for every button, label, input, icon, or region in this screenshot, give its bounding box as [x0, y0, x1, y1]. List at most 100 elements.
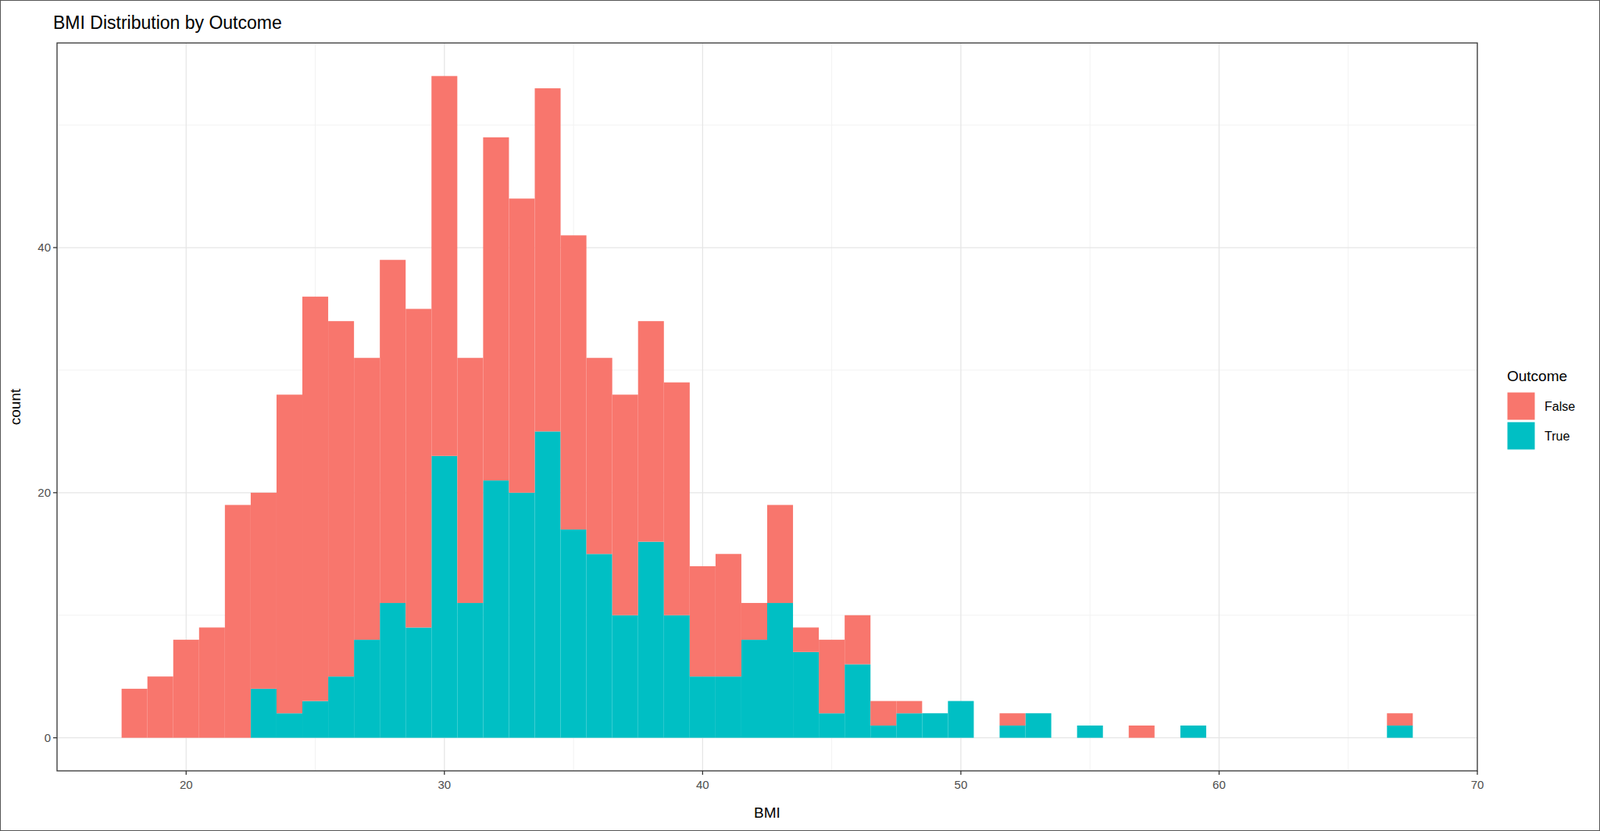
minor-grid-x: [1089, 42, 1091, 772]
x-tick: [185, 771, 187, 775]
x-tick: [702, 771, 704, 775]
bar: [405, 308, 432, 628]
bar: [431, 75, 458, 456]
bar: [767, 603, 793, 739]
grid: [57, 42, 1478, 772]
bar: [173, 639, 200, 739]
x-tick-label: 50: [954, 778, 968, 792]
bar: [560, 529, 587, 739]
bar: [870, 701, 897, 726]
bar: [1103, 737, 1129, 739]
bar: [1309, 737, 1336, 739]
bar: [250, 492, 277, 690]
bar: [1077, 725, 1104, 739]
bar: [715, 676, 742, 738]
legend-title: Outcome: [1507, 367, 1568, 385]
bar: [689, 566, 716, 677]
bar: [482, 480, 509, 738]
y-tick-label: 0: [44, 731, 51, 745]
bar: [1360, 737, 1387, 739]
bar: [405, 627, 432, 738]
bar: [1180, 725, 1207, 726]
x-axis-label: BMI: [753, 804, 781, 822]
bar: [1154, 737, 1181, 739]
y-axis-label: count: [7, 388, 24, 425]
bar: [1128, 725, 1155, 739]
bar: [431, 456, 458, 739]
bar: [225, 505, 251, 739]
bar: [1025, 713, 1052, 738]
bar: [1077, 725, 1104, 726]
chart: 20304050607002040BMIcountBMI Distributio…: [0, 0, 1600, 831]
bar: [1232, 737, 1258, 739]
bar: [250, 689, 277, 739]
minor-grid-y: [57, 369, 1478, 371]
bar: [1103, 737, 1129, 739]
bar: [818, 713, 845, 738]
bar: [353, 357, 380, 640]
grid-x: [960, 42, 961, 772]
bar: [921, 713, 948, 738]
bar: [457, 357, 483, 604]
y-tick: [53, 246, 58, 248]
bar: [199, 627, 225, 738]
bar: [482, 137, 509, 481]
bar: [792, 627, 819, 652]
x-tick-label: 30: [437, 778, 451, 792]
bar: [1025, 713, 1052, 715]
bar: [121, 689, 148, 739]
bar: [612, 615, 639, 739]
x-tick: [443, 771, 445, 775]
legend-label: True: [1544, 429, 1570, 443]
bar: [1257, 737, 1284, 739]
bar: [276, 394, 303, 714]
bar: [664, 382, 690, 616]
bar: [612, 394, 639, 615]
bar: [999, 713, 1025, 726]
bar: [767, 505, 793, 604]
background: [0, 0, 1600, 831]
bar: [689, 676, 716, 738]
bar: [328, 321, 354, 677]
bar: [741, 603, 768, 640]
bar: [1051, 737, 1078, 739]
bar: [535, 431, 561, 738]
title: BMI Distribution by Outcome: [53, 12, 283, 33]
bar: [302, 296, 329, 702]
bar: [508, 492, 535, 739]
grid-y: [57, 246, 1478, 248]
bar: [715, 553, 742, 677]
bar: [1180, 725, 1207, 739]
bar: [844, 664, 871, 738]
bar: [896, 713, 922, 738]
bar: [1232, 737, 1258, 739]
bar: [1154, 737, 1181, 739]
x-tick: [960, 771, 961, 775]
bar: [1386, 713, 1413, 726]
panel-border: [57, 42, 1478, 772]
x-tick-label: 70: [1471, 778, 1485, 792]
axes: 20304050607002040: [37, 240, 1484, 792]
bar: [870, 725, 897, 739]
bar: [1335, 737, 1361, 739]
bar: [999, 725, 1025, 739]
x-tick-label: 60: [1212, 778, 1226, 792]
legend-key: [1507, 392, 1536, 421]
bar: [457, 603, 483, 739]
panel: [57, 42, 1478, 772]
bar: [921, 713, 948, 715]
legend: OutcomeFalseTrue: [1507, 367, 1575, 450]
bar: [586, 553, 613, 738]
bar: [328, 676, 354, 738]
bar: [1309, 737, 1336, 739]
bar: [302, 701, 329, 739]
bar: [973, 737, 1000, 739]
bar: [586, 357, 613, 554]
x-tick: [1476, 771, 1478, 775]
bar: [1051, 737, 1078, 739]
bar: [353, 639, 380, 739]
bar: [792, 652, 819, 739]
bar: [1335, 737, 1361, 739]
bar: [147, 676, 174, 738]
bar: [818, 639, 845, 714]
